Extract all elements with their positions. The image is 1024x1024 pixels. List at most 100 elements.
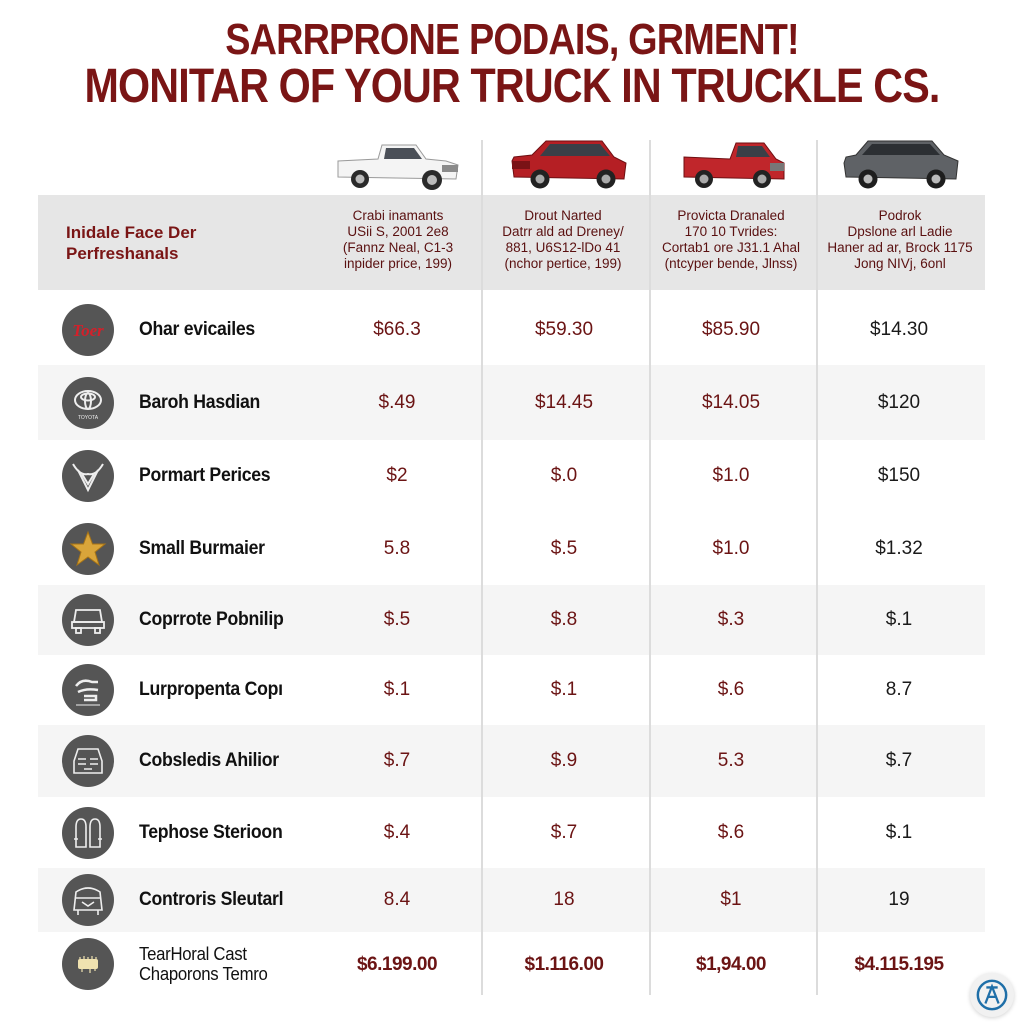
table-row: Tephose Sterioon $.4 $.7 $.6 $.1: [38, 797, 985, 868]
table-cell: $.6: [717, 822, 745, 843]
header-left-line-1: Inidale Face Der: [66, 223, 197, 242]
accessibility-button[interactable]: [970, 973, 1014, 1017]
table-cell: $.5: [550, 538, 578, 559]
table-cell: $.7: [550, 822, 578, 843]
table-cell: $120: [877, 392, 921, 413]
row-label: TearHoral Cast Chaporons Temro: [139, 944, 268, 984]
column-header-line: Cortab1 ore J31.1 Ahal: [661, 240, 801, 255]
column-header-line: USii S, 2001 2e8: [347, 224, 449, 239]
column-header-4: Podrok Dpslone arl Ladie Haner ad ar, Br…: [820, 208, 980, 272]
table-cell: $.4: [383, 822, 411, 843]
column-divider: [481, 140, 483, 995]
title-line-1: SARRPRONE PODAIS, GRMENT!: [225, 15, 799, 64]
column-header-line: Haner ad ar, Brock 1175: [827, 240, 973, 255]
row-label: Pormart Perices: [139, 465, 271, 486]
total-cell: $1.116.00: [524, 954, 604, 975]
column-header-line: Crabi inamants: [352, 208, 444, 223]
table-cell: $.5: [383, 609, 411, 630]
cast-badge-icon: [62, 938, 114, 990]
table-cell: 19: [888, 889, 910, 910]
row-label: Small Burmaier: [139, 538, 265, 559]
svg-text:TOYOTA: TOYOTA: [78, 415, 99, 421]
total-cell: $1,94.00: [696, 954, 766, 975]
row-label: Baroh Hasdian: [139, 392, 261, 413]
truck-front-icon: [62, 594, 114, 646]
table-cell: $85.90: [701, 319, 761, 340]
table-cell: 8.7: [885, 679, 913, 700]
table-cell: $.1: [550, 679, 578, 700]
table-cell: $14.30: [869, 319, 929, 340]
table-row: Pormart Perices $2 $.0 $1.0 $150: [38, 440, 985, 512]
red-pickup-truck-image: [680, 135, 810, 193]
car-front-icon: [62, 874, 114, 926]
column-header-line: inpider price, 199): [343, 256, 453, 271]
column-divider: [649, 140, 651, 995]
table-cell: $66.3: [373, 319, 421, 340]
table-cell: 8.4: [383, 889, 411, 910]
column-header-line: Provicta Dranaled: [677, 208, 785, 223]
row-label-line-2: Chaporons Temro: [139, 964, 268, 984]
row-label: Tephose Sterioon: [139, 822, 283, 843]
title-line-2: MONITAR OF YOUR TRUCK IN TRUCKLE CS.: [84, 60, 940, 113]
table-cell: $1.0: [712, 538, 750, 559]
table-cell: $.1: [885, 609, 913, 630]
table-cell: $.1: [383, 679, 411, 700]
table-cell: 5.8: [383, 538, 411, 559]
toyota-logo-icon: TOYOTA: [62, 377, 114, 429]
total-cell: $4.115.195: [854, 954, 944, 975]
column-header-line: Drout Narted: [524, 208, 602, 223]
row-label: Coprrote Pobnilip: [139, 609, 284, 630]
table-cell: $.1: [885, 822, 913, 843]
table-cell: $1.32: [875, 538, 923, 559]
table-cell: $.7: [383, 750, 411, 771]
table-cell: $.0: [550, 465, 578, 486]
table-cell: $59.30: [534, 319, 594, 340]
column-header-1: Crabi inamants USii S, 2001 2e8 (Fannz N…: [318, 208, 478, 272]
table-row-total: TearHoral Cast Chaporons Temro $6.199.00…: [38, 932, 985, 998]
table-cell: $150: [877, 465, 921, 486]
column-header-line: (nchor pertice, 199): [504, 256, 622, 271]
table-row: Coprrote Pobnilip $.5 $.8 $.3 $.1: [38, 585, 985, 655]
red-script-logo-icon: Toer: [62, 304, 114, 356]
bull-horns-logo-icon: [62, 450, 114, 502]
column-header-line: 170 10 Tvrides:: [684, 224, 778, 239]
table-cell: $.8: [550, 609, 578, 630]
table-row: Small Burmaier 5.8 $.5 $1.0 $1.32: [38, 512, 985, 585]
column-header-line: Jong NIVj, 6onl: [854, 256, 946, 271]
accessibility-a-icon: [976, 979, 1008, 1011]
table-row: Toer Ohar evicailes $66.3 $59.30 $85.90 …: [38, 295, 985, 365]
gray-suv-image: [838, 135, 968, 193]
table-cell: $.3: [717, 609, 745, 630]
table-header: [38, 195, 985, 290]
table-cell: $1.0: [712, 465, 750, 486]
column-header-line: (ntcyper bende, Jlnss): [664, 256, 798, 271]
table-row: TOYOTA Baroh Hasdian $.49 $14.45 $14.05 …: [38, 365, 985, 440]
red-suv-image: [506, 135, 636, 193]
table-cell: $.49: [378, 392, 416, 413]
column-header-line: Dpslone arl Ladie: [847, 224, 953, 239]
table-cell: 5.3: [717, 750, 745, 771]
table-cell: $.6: [717, 679, 745, 700]
table-cell: $.9: [550, 750, 578, 771]
column-header-line: 881, U6S12-lDo 41: [505, 240, 621, 255]
column-header-line: (Fannz Neal, C1-3: [342, 240, 454, 255]
header-left-line-2: Perfreshanals: [66, 244, 179, 263]
table-cell: $2: [386, 465, 408, 486]
column-header-line: Datrr ald ad Dreney/: [502, 224, 624, 239]
row-label: Controris Sleutarl: [139, 889, 284, 910]
column-header-line: Podrok: [878, 208, 922, 223]
row-label: Lurpropenta Copı: [139, 679, 283, 700]
total-cell: $6.199.00: [356, 954, 438, 975]
table-row: Cobsledis Ahilior $.7 $.9 5.3 $.7: [38, 725, 985, 797]
table-cell: $.7: [885, 750, 913, 771]
header-left-label: Inidale Face Der Perfreshanals: [66, 222, 316, 264]
table-cell: $14.05: [701, 392, 761, 413]
gold-star-icon: [62, 523, 114, 575]
car-grille-icon: [62, 735, 114, 787]
row-label-line-1: TearHoral Cast: [139, 944, 247, 964]
column-divider: [816, 140, 818, 995]
column-header-2: Drout Narted Datrr ald ad Dreney/ 881, U…: [483, 208, 643, 272]
white-pickup-truck-image: [334, 135, 464, 193]
table-cell: $14.45: [534, 392, 594, 413]
svg-text:Toer: Toer: [72, 321, 104, 340]
